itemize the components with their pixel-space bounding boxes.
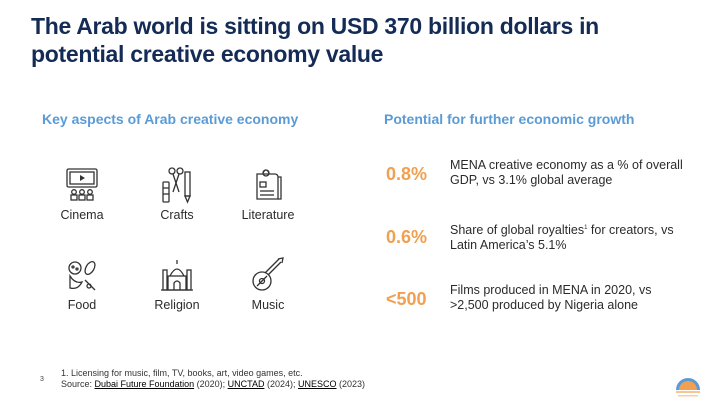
source-year: (2020); bbox=[194, 379, 228, 389]
footnote: 1. Licensing for music, film, TV, books,… bbox=[61, 368, 365, 390]
stat-value: <500 bbox=[386, 289, 427, 309]
aspect-religion: Religion bbox=[131, 256, 223, 312]
footnote-note: 1. Licensing for music, film, TV, books,… bbox=[61, 368, 303, 378]
stat-description-text: Share of global royalties bbox=[450, 223, 585, 238]
aspect-literature: Literature bbox=[222, 166, 314, 222]
stat-row: 0.8% MENA creative economy as a % of ove… bbox=[386, 158, 696, 198]
stat-row: <500 Films produced in MENA in 2020, vs … bbox=[386, 283, 696, 323]
stat-description: Share of global royalties1 for creators,… bbox=[450, 221, 690, 253]
aspect-label: Religion bbox=[154, 298, 200, 312]
footnote-marker: 1 bbox=[584, 225, 588, 231]
food-icon bbox=[68, 260, 96, 291]
aspect-crafts: Crafts bbox=[131, 166, 223, 222]
source-link-unesco[interactable]: UNESCO bbox=[298, 379, 337, 389]
stat-description-text: for creators, vs Latin America’s 5.1% bbox=[450, 223, 674, 253]
slide-title: The Arab world is sitting on USD 370 bil… bbox=[31, 13, 599, 67]
aspect-label: Music bbox=[251, 298, 285, 312]
stat-description: MENA creative economy as a % of overall … bbox=[450, 158, 683, 187]
aspect-label: Literature bbox=[241, 208, 295, 222]
cinema-icon bbox=[66, 168, 98, 201]
aspect-music: Music bbox=[222, 256, 314, 312]
aspect-label: Food bbox=[67, 298, 97, 312]
stat-description: Films produced in MENA in 2020, vs >2,50… bbox=[450, 283, 652, 312]
aspect-label: Crafts bbox=[160, 208, 194, 222]
stat-value: 0.8% bbox=[386, 164, 428, 184]
aspect-food: Food bbox=[36, 256, 128, 312]
crafts-icon bbox=[162, 167, 191, 204]
aspect-cinema: Cinema bbox=[36, 166, 128, 222]
source-year: (2024); bbox=[264, 379, 298, 389]
literature-icon bbox=[256, 169, 282, 200]
logo-icon bbox=[676, 378, 700, 397]
right-section-heading: Potential for further economic growth bbox=[384, 111, 635, 127]
stat-value: 0.6% bbox=[386, 227, 428, 247]
religion-icon bbox=[161, 260, 193, 291]
source-year: (2023) bbox=[336, 379, 366, 389]
left-section-heading: Key aspects of Arab creative economy bbox=[42, 111, 299, 127]
source-link-unctad[interactable]: UNCTAD bbox=[227, 379, 265, 389]
stat-row: 0.6% Share of global royalties1 for crea… bbox=[386, 221, 696, 261]
page-number: 3 bbox=[40, 376, 44, 383]
source-prefix: Source: bbox=[61, 379, 95, 389]
aspect-label: Cinema bbox=[60, 208, 104, 222]
source-link-dff[interactable]: Dubai Future Foundation bbox=[94, 379, 195, 389]
music-icon bbox=[252, 257, 284, 291]
source-line: Source: Dubai Future Foundation (2020); … bbox=[61, 379, 365, 390]
